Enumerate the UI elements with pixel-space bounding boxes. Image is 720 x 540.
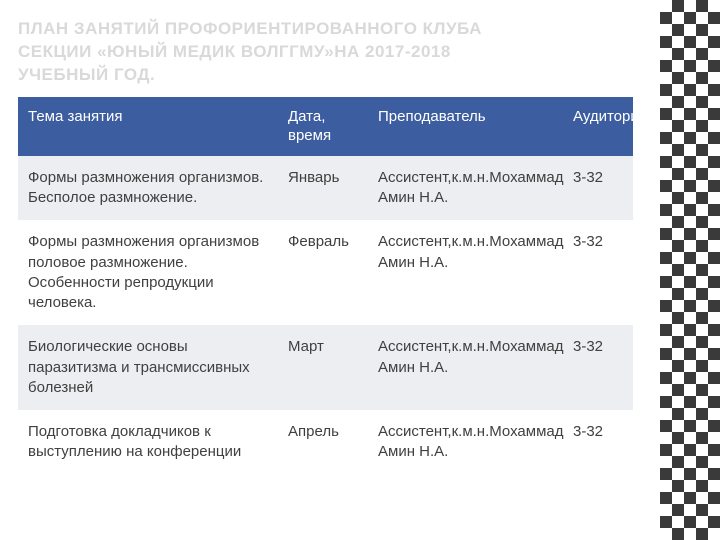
cell-date: Апрель bbox=[278, 410, 368, 475]
page-title: ПЛАН ЗАНЯТИЙ ПРОФОРИЕНТИРОВАННОГО КЛУБА … bbox=[18, 18, 660, 97]
cell-room: 3-32 bbox=[563, 325, 633, 410]
cell-date: Январь bbox=[278, 156, 368, 221]
col-header-teacher: Преподаватель bbox=[368, 97, 563, 156]
cell-teacher: Ассистент,к.м.н.Мохаммад Амин Н.А. bbox=[368, 156, 563, 221]
col-header-date: Дата, время bbox=[278, 97, 368, 156]
title-line: ПЛАН ЗАНЯТИЙ ПРОФОРИЕНТИРОВАННОГО КЛУБА bbox=[18, 19, 482, 38]
table-row: Биологические основы паразитизма и транс… bbox=[18, 325, 633, 410]
table-row: Формы размножения организмов. Бесполое р… bbox=[18, 156, 633, 221]
slide-content: ПЛАН ЗАНЯТИЙ ПРОФОРИЕНТИРОВАННОГО КЛУБА … bbox=[0, 0, 660, 540]
schedule-table: Тема занятия Дата, время Преподаватель А… bbox=[18, 97, 633, 475]
title-line: СЕКЦИИ «ЮНЫЙ МЕДИК ВОЛГГМУ»НА 2017-2018 bbox=[18, 42, 451, 61]
cell-teacher: Ассистент,к.м.н.Мохаммад Амин Н.А. bbox=[368, 325, 563, 410]
col-header-room: Аудитория bbox=[563, 97, 633, 156]
cell-date: Февраль bbox=[278, 220, 368, 325]
cell-teacher: Ассистент,к.м.н.Мохаммад Амин Н.А. bbox=[368, 220, 563, 325]
decor-checker-strip bbox=[660, 0, 720, 540]
cell-topic: Подготовка докладчиков к выступлению на … bbox=[18, 410, 278, 475]
cell-topic: Биологические основы паразитизма и транс… bbox=[18, 325, 278, 410]
cell-room: 3-32 bbox=[563, 156, 633, 221]
cell-teacher: Ассистент,к.м.н.Мохаммад Амин Н.А. bbox=[368, 410, 563, 475]
cell-topic: Формы размножения организмов половое раз… bbox=[18, 220, 278, 325]
col-header-topic: Тема занятия bbox=[18, 97, 278, 156]
cell-room: 3-32 bbox=[563, 220, 633, 325]
title-line: УЧЕБНЫЙ ГОД. bbox=[18, 65, 155, 84]
cell-date: Март bbox=[278, 325, 368, 410]
table-row: Подготовка докладчиков к выступлению на … bbox=[18, 410, 633, 475]
table-header-row: Тема занятия Дата, время Преподаватель А… bbox=[18, 97, 633, 156]
cell-room: 3-32 bbox=[563, 410, 633, 475]
table-row: Формы размножения организмов половое раз… bbox=[18, 220, 633, 325]
cell-topic: Формы размножения организмов. Бесполое р… bbox=[18, 156, 278, 221]
